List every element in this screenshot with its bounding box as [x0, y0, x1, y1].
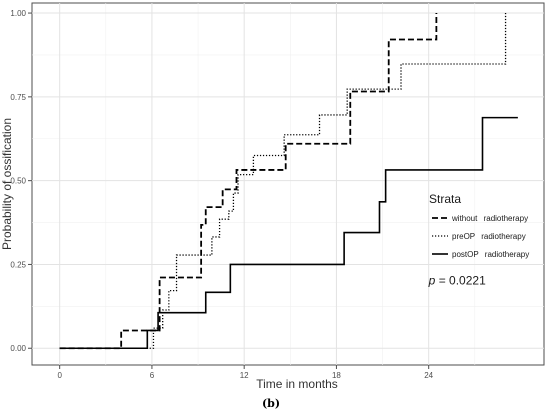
series-line-solid	[59, 116, 518, 350]
y-tick-label: 0.50	[10, 177, 26, 186]
x-axis-title: Time in months	[256, 377, 338, 391]
series-line-dashed	[59, 13, 438, 350]
y-tick-label: 1.00	[10, 9, 26, 18]
legend-entry-preop-prefix: preOP	[452, 232, 475, 241]
x-tick-label: 0	[57, 371, 62, 380]
legend-entry-preop: preOP radiotherapy	[452, 232, 526, 241]
x-tick-label: 12	[240, 371, 249, 380]
y-tick-label: 0.00	[10, 344, 26, 353]
legend-title: Strata	[429, 192, 461, 206]
legend-entry-without-suffix: radiotherapy	[484, 214, 528, 223]
legend-entry-postop-suffix: radiotherapy	[485, 250, 529, 259]
y-tick-label: 0.25	[10, 260, 26, 269]
legend-entry-without: without radiotherapy	[451, 214, 528, 223]
p-value-symbol: p	[428, 274, 436, 288]
legend-entry-postop: postOP radiotherapy	[452, 250, 529, 259]
series-layer	[59, 13, 518, 350]
legend-entry-postop-prefix: postOP	[452, 250, 479, 259]
axis-ticks: 0 6 12 18 24 0.00 0.25 0.50 0.75 1.00	[10, 9, 433, 380]
p-value-annotation: p = 0.0221	[428, 274, 486, 288]
p-value-text: = 0.0221	[439, 274, 486, 288]
grid	[32, 3, 544, 365]
legend-entry-preop-suffix: radiotherapy	[481, 232, 525, 241]
x-tick-label: 24	[424, 371, 433, 380]
y-tick-label: 0.75	[10, 93, 26, 102]
legend-entry-without-prefix: without	[451, 214, 478, 223]
x-tick-label: 18	[332, 371, 341, 380]
y-axis-title: Probability of ossification	[0, 118, 14, 250]
x-tick-label: 6	[150, 371, 155, 380]
series-line-dotted	[59, 13, 507, 349]
figure-caption: (b)	[262, 397, 280, 410]
plot-panel	[31, 2, 545, 366]
legend: Strata without radiotherapy preOP radiot…	[429, 192, 529, 259]
